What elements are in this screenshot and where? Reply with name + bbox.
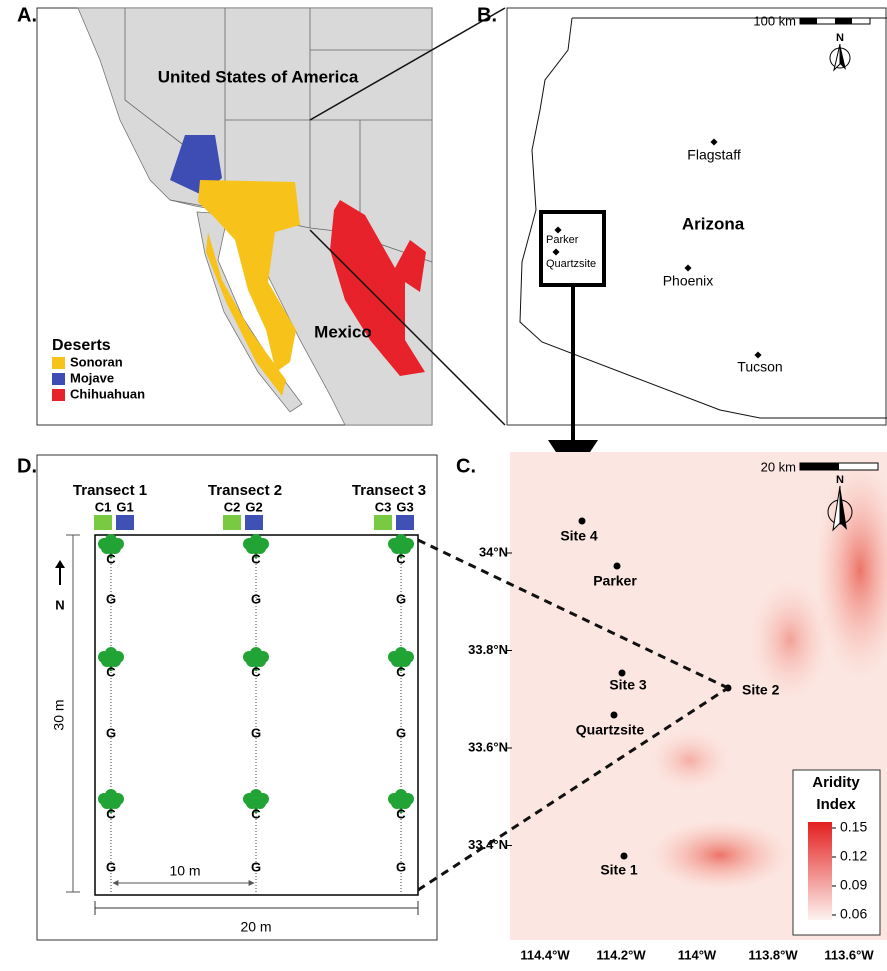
site-label: Quartzsite <box>576 722 645 738</box>
point-label: C <box>106 806 116 821</box>
north-label: N <box>55 597 64 612</box>
panel-label: D. <box>17 455 37 477</box>
scale-label: 20 km <box>761 459 796 474</box>
treatment-code: C2 <box>224 499 241 514</box>
aridity-map <box>650 820 790 890</box>
latitude-label: 33.8°N <box>468 642 508 657</box>
state-label: Arizona <box>682 214 745 233</box>
transect-title: Transect 3 <box>352 482 426 499</box>
treatment-code: G3 <box>396 499 413 514</box>
legend-title: Aridity <box>812 774 860 791</box>
treatment-swatch <box>94 515 112 530</box>
legend-swatch <box>52 389 65 401</box>
scale-label: 100 km <box>753 13 796 28</box>
longitude-label: 114°W <box>678 947 717 962</box>
panel-label: C. <box>456 455 476 477</box>
dimension-label: 30 m <box>51 699 67 730</box>
treatment-code: C3 <box>375 499 392 514</box>
city-label: Parker <box>546 234 579 246</box>
panel-a: A. United States of America Mexico Deser… <box>17 4 432 425</box>
color-bar-label: 0.06 <box>840 906 867 922</box>
point-label: G <box>106 725 116 740</box>
treatment-code: G2 <box>245 499 262 514</box>
treatment-swatch <box>223 515 241 530</box>
transect-title: Transect 1 <box>73 482 147 499</box>
country-label: United States of America <box>158 67 359 86</box>
longitude-label: 113.6°W <box>824 947 874 962</box>
north-label: N <box>836 474 844 486</box>
treatment-code: G1 <box>116 499 133 514</box>
panel-d: D. N 30 m 10 m 20 m Transect 1C1 G1 C G C G C G… <box>17 455 437 940</box>
point-label: C <box>106 664 116 679</box>
longitude-label: 114.2°W <box>596 947 646 962</box>
legend-label: Sonoran <box>70 354 123 369</box>
site-label: Site 3 <box>609 677 647 693</box>
point-label: C <box>251 551 261 566</box>
point-label: C <box>251 806 261 821</box>
point-label: C <box>106 551 116 566</box>
site-label: Site 1 <box>600 862 638 878</box>
color-bar-label: 0.12 <box>840 848 867 864</box>
panel-label: A. <box>17 4 37 26</box>
point-label: G <box>396 859 406 874</box>
site-marker <box>579 518 586 525</box>
latitude-label: 33.4°N <box>468 837 508 852</box>
scale-bar <box>800 463 878 470</box>
point-label: C <box>396 806 406 821</box>
figure: A. United States of America Mexico Deser… <box>0 0 887 966</box>
longitude-label: 114.4°W <box>520 947 570 962</box>
color-bar-label: 0.09 <box>840 877 867 893</box>
treatment-swatch <box>245 515 263 530</box>
point-label: G <box>251 725 261 740</box>
color-bar-label: 0.15 <box>840 819 867 835</box>
point-label: G <box>396 591 406 606</box>
point-label: G <box>251 859 261 874</box>
country-label: Mexico <box>314 322 372 341</box>
city-label: Phoenix <box>663 273 714 289</box>
page: A. United States of America Mexico Deser… <box>0 0 887 971</box>
color-bar <box>808 822 832 920</box>
legend-label: Mojave <box>70 370 114 385</box>
site-marker <box>621 853 628 860</box>
point-label: C <box>396 551 406 566</box>
point-label: C <box>251 664 261 679</box>
panel-label: B. <box>477 4 497 26</box>
treatment-swatch <box>116 515 134 530</box>
site-label: Parker <box>593 573 637 589</box>
transect-title: Transect 2 <box>208 482 282 499</box>
site-marker <box>614 563 621 570</box>
point-label: G <box>106 591 116 606</box>
dimension-label: 20 m <box>240 919 271 935</box>
dimension-label: 10 m <box>169 863 200 879</box>
site-label: Site 2 <box>742 682 780 698</box>
latitude-label: 33.6°N <box>468 739 508 754</box>
longitude-label: 113.8°W <box>748 947 798 962</box>
point-label: G <box>396 725 406 740</box>
panel-c: C. 20 km N Site 4 Parker Site 3 Quartzsite S… <box>456 452 887 962</box>
treatment-swatch <box>396 515 414 530</box>
panel-b: B. 100 km N Arizona Flagstaff Parker Quart… <box>477 4 887 425</box>
point-label: C <box>396 664 406 679</box>
city-label: Quartzsite <box>546 258 596 270</box>
aridity-map <box>650 730 730 790</box>
city-label: Flagstaff <box>687 147 741 163</box>
legend-title: Index <box>816 796 856 813</box>
point-label: G <box>251 591 261 606</box>
city-label: Tucson <box>737 359 782 375</box>
legend-label: Chihuahuan <box>70 386 145 401</box>
legend-swatch <box>52 373 65 385</box>
north-label: N <box>836 32 844 44</box>
legend-title: Deserts <box>52 337 111 354</box>
treatment-swatch <box>374 515 392 530</box>
site-label: Site 4 <box>560 528 598 544</box>
treatment-code: C1 <box>95 499 112 514</box>
latitude-label: 34°N <box>479 544 508 559</box>
point-label: G <box>106 859 116 874</box>
site-marker <box>611 712 618 719</box>
scale-bar <box>800 18 870 24</box>
legend-swatch <box>52 357 65 369</box>
site-marker <box>619 670 626 677</box>
